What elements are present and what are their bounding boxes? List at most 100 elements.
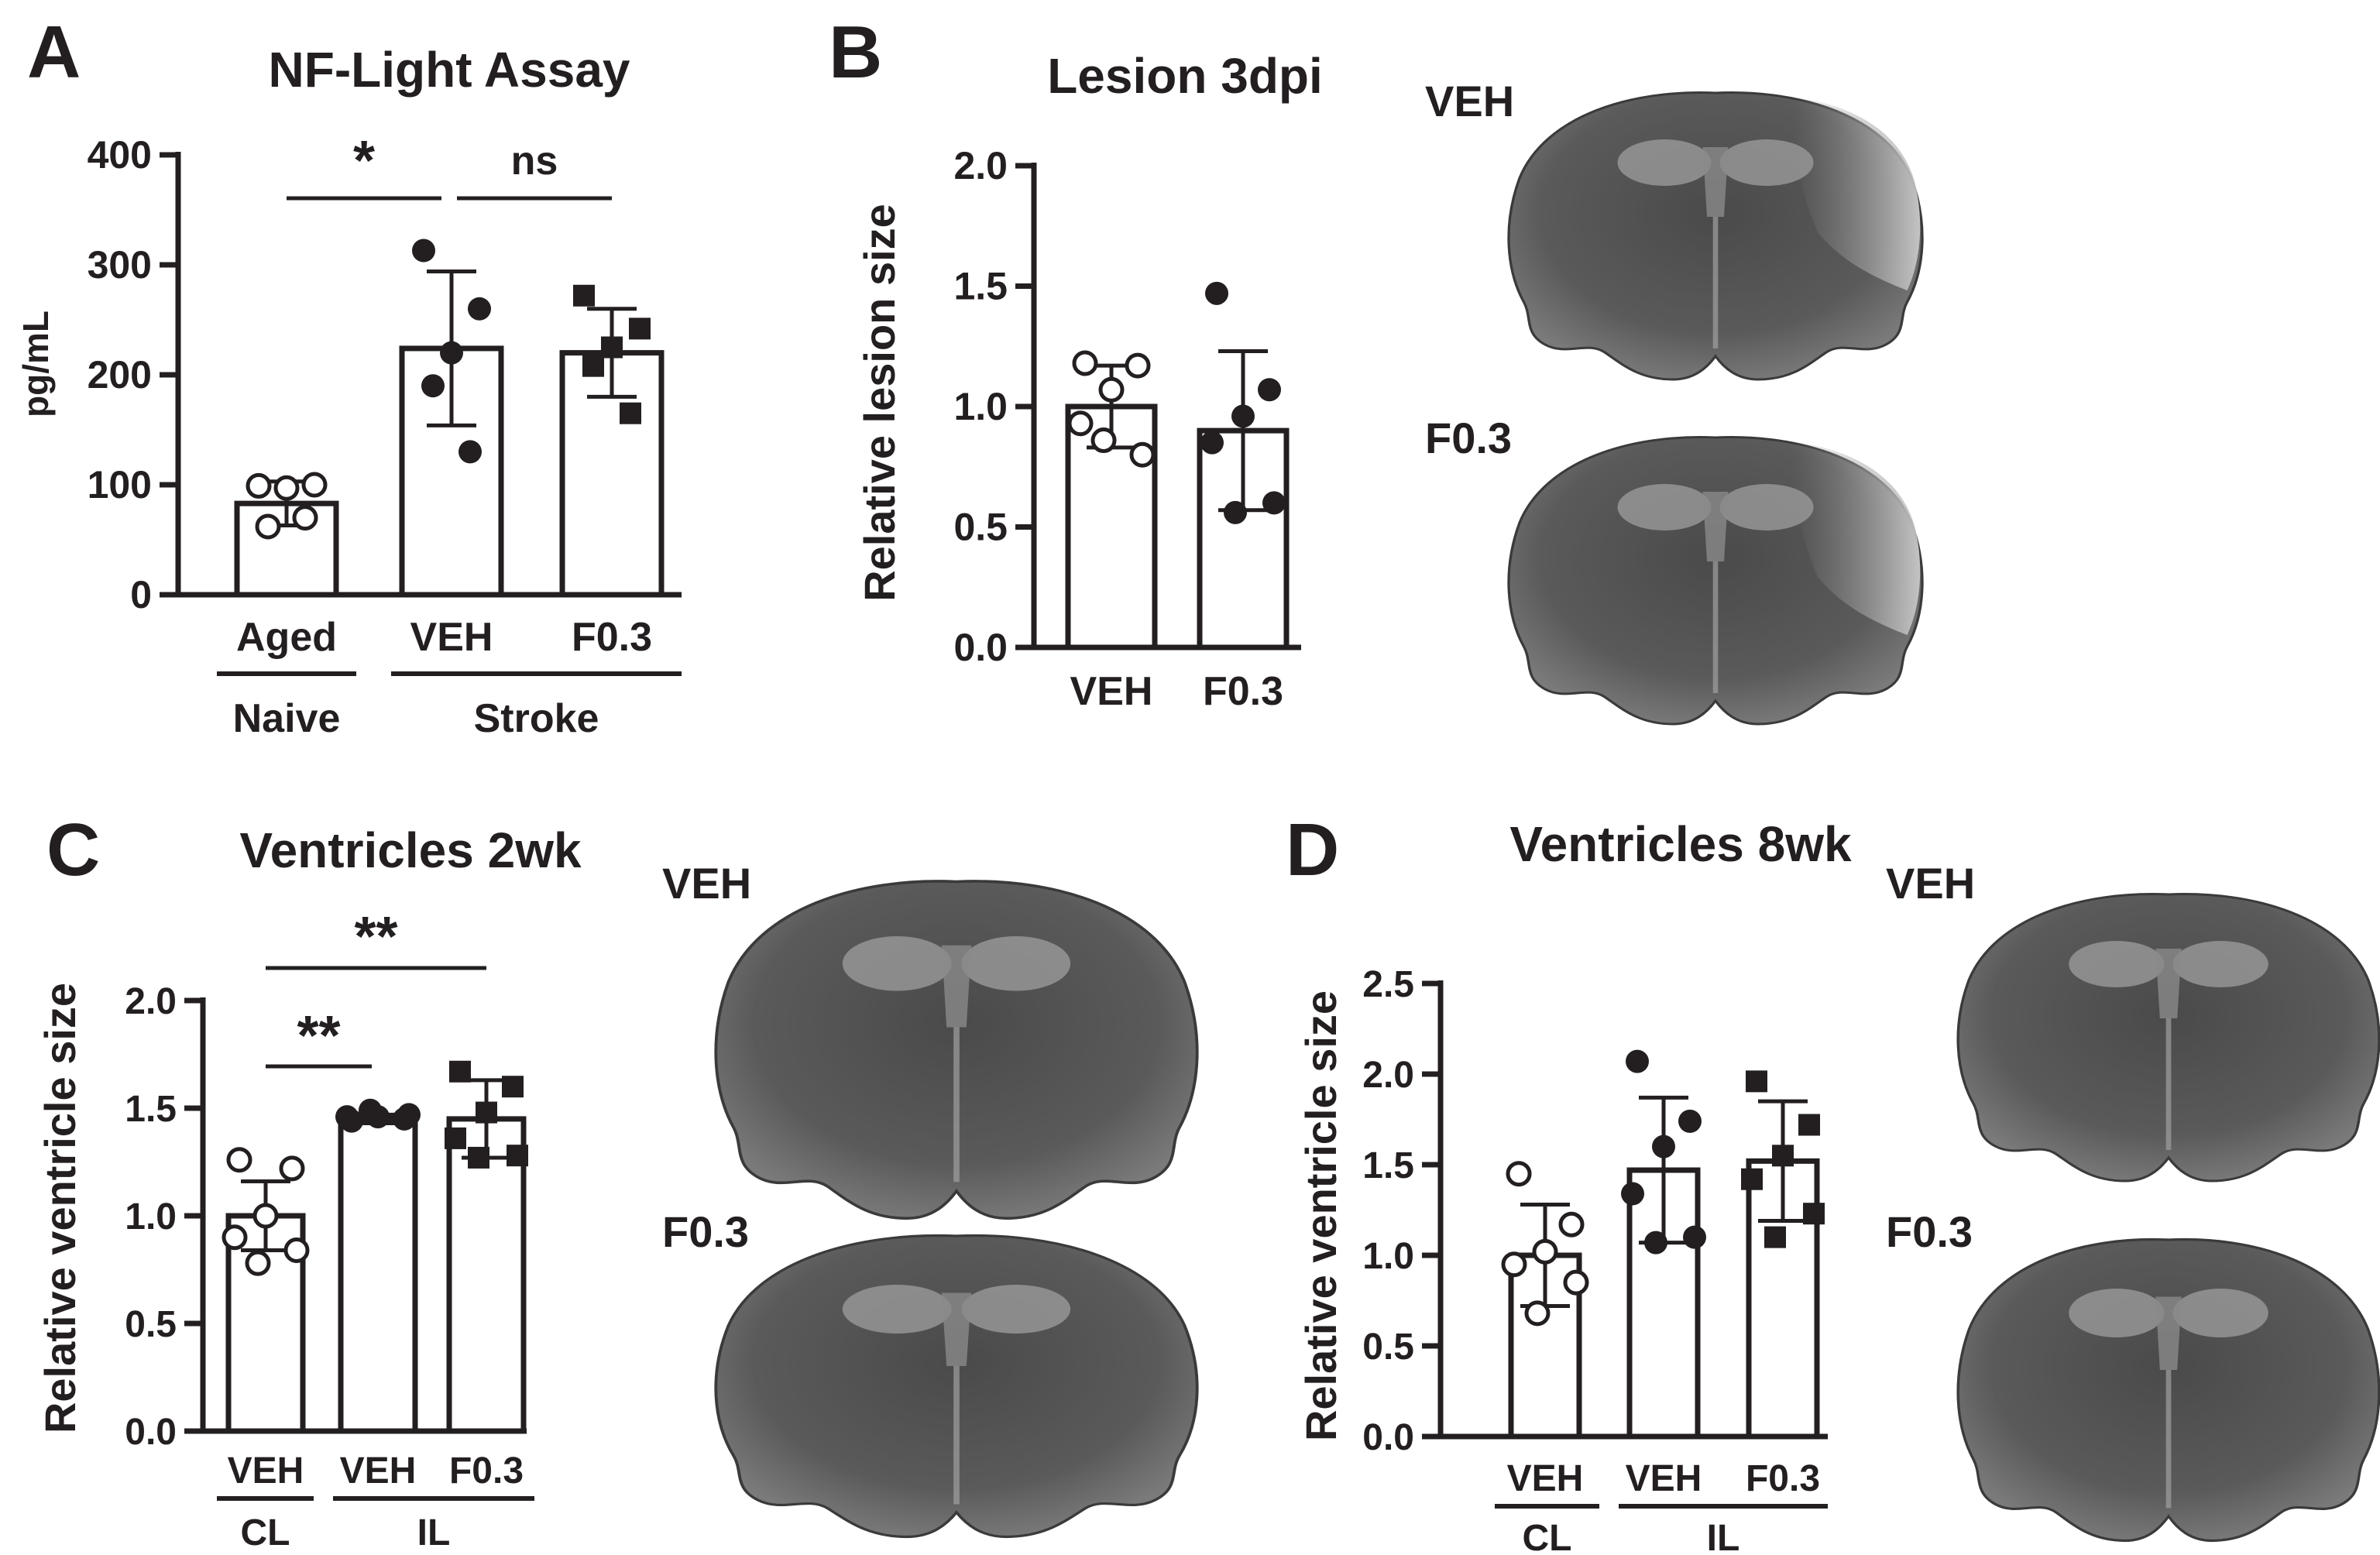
y-tick-label: 2.0 — [125, 981, 177, 1022]
brain-section-image — [714, 1234, 1199, 1539]
data-point — [1678, 1109, 1702, 1133]
x-category-label: VEH — [1507, 1458, 1584, 1499]
image-label-b-f03: F0.3 — [1425, 414, 1512, 462]
ventricle-right — [2172, 941, 2268, 987]
y-tick-label: 0 — [130, 573, 152, 616]
x-category-label: VEH — [1626, 1458, 1702, 1499]
significance-label: ** — [354, 906, 397, 968]
data-point — [1205, 281, 1228, 305]
y-tick-label: 1.0 — [1362, 1236, 1414, 1277]
ventricle-right — [1719, 139, 1814, 186]
data-point — [279, 1155, 305, 1182]
data-point — [245, 1250, 271, 1276]
ventricle-right — [961, 1285, 1071, 1334]
data-point — [1558, 1211, 1585, 1237]
y-tick-label: 0.0 — [1362, 1417, 1414, 1458]
midline-ventricle — [2155, 1296, 2182, 1370]
data-point — [1683, 1225, 1706, 1249]
y-axis-label: Relative ventricle size — [1296, 990, 1345, 1441]
x-category-label: VEH — [410, 615, 493, 660]
data-point — [412, 239, 435, 263]
x-category-label: VEH — [228, 1450, 304, 1491]
panel-letter-a: A — [27, 11, 81, 94]
data-point — [1644, 1231, 1667, 1255]
data-point — [629, 318, 651, 340]
data-point — [292, 505, 318, 531]
significance-label: * — [353, 130, 375, 192]
y-tick-label: 2.5 — [1362, 964, 1414, 1005]
panel-title-d: Ventricles 8wk — [1509, 816, 1852, 872]
data-point — [1090, 427, 1117, 454]
y-tick-label: 400 — [88, 133, 152, 177]
panel-title-a: NF-Light Assay — [269, 42, 630, 98]
group-label: IL — [417, 1512, 451, 1553]
y-axis-label: Relative lesion size — [855, 204, 904, 602]
group-label: CL — [1523, 1518, 1572, 1555]
data-point — [507, 1145, 528, 1167]
data-point — [445, 1127, 466, 1149]
group-label: Naive — [233, 696, 341, 741]
data-point — [1129, 441, 1156, 468]
data-point — [1563, 1269, 1589, 1296]
y-tick-label: 1.0 — [125, 1196, 177, 1237]
brain-section-image — [1956, 893, 2380, 1183]
data-point — [1200, 431, 1224, 455]
image-label-c-veh: VEH — [662, 859, 751, 908]
ventricle-left — [2069, 1289, 2165, 1337]
y-tick-label: 200 — [88, 353, 152, 396]
data-point — [1067, 410, 1094, 437]
data-point — [1125, 352, 1151, 379]
data-point — [620, 402, 641, 424]
ventricle-left — [1617, 484, 1712, 530]
panel-letter-c: C — [46, 808, 100, 891]
significance-label: ** — [297, 1005, 340, 1067]
data-point — [1501, 1251, 1527, 1278]
y-tick-label: 0.5 — [1362, 1327, 1414, 1368]
group-label: CL — [241, 1512, 290, 1553]
data-point — [1764, 1226, 1786, 1248]
y-tick-label: 2.0 — [953, 144, 1008, 187]
y-tick-label: 0.5 — [953, 506, 1008, 549]
data-point — [1258, 378, 1281, 402]
data-point — [421, 374, 445, 398]
bar — [446, 1116, 527, 1434]
data-point — [1231, 404, 1255, 428]
y-tick-label: 1.5 — [953, 265, 1008, 308]
data-point — [1262, 491, 1286, 515]
data-point — [1506, 1161, 1532, 1187]
group-label: IL — [1707, 1518, 1740, 1555]
y-axis-label: Relative ventricle size — [36, 983, 84, 1433]
panel-title-c: Ventricles 2wk — [239, 822, 582, 878]
y-tick-label: 2.0 — [1362, 1055, 1414, 1096]
midline-ventricle — [2155, 949, 2182, 1018]
image-label-b-veh: VEH — [1425, 77, 1514, 125]
brain-section-image — [714, 880, 1199, 1220]
panel-title-b: Lesion 3dpi — [1047, 48, 1323, 104]
bar — [338, 1116, 418, 1434]
y-tick-label: 0.0 — [125, 1412, 177, 1453]
data-point — [283, 1237, 310, 1263]
data-point — [449, 1060, 471, 1083]
chart-ventricles-8wk: 0.0 0.5 1.0 1.5 2.0 2.5 Relative ventricle siz… — [1296, 964, 1828, 1555]
data-point — [468, 297, 491, 321]
significance-label: ns — [511, 139, 558, 184]
x-category-label: F0.3 — [449, 1450, 524, 1491]
x-category-label: F0.3 — [1746, 1458, 1820, 1499]
x-category-label: Aged — [236, 615, 337, 660]
midline-ventricle — [941, 945, 972, 1028]
image-label-d-f03: F0.3 — [1886, 1207, 1973, 1256]
y-tick-label: 100 — [88, 463, 152, 506]
y-tick-label: 300 — [88, 243, 152, 287]
data-point — [222, 1224, 248, 1251]
ventricle-left — [842, 1285, 952, 1334]
data-point — [1098, 376, 1125, 403]
ventricle-left — [2069, 941, 2165, 987]
data-point — [1224, 500, 1247, 524]
data-point — [252, 1203, 279, 1229]
image-label-c-f03: F0.3 — [662, 1207, 749, 1256]
data-point — [573, 284, 595, 307]
data-point — [335, 1105, 359, 1129]
data-point — [1772, 1145, 1794, 1167]
data-point — [255, 513, 281, 540]
data-point — [1741, 1168, 1763, 1190]
